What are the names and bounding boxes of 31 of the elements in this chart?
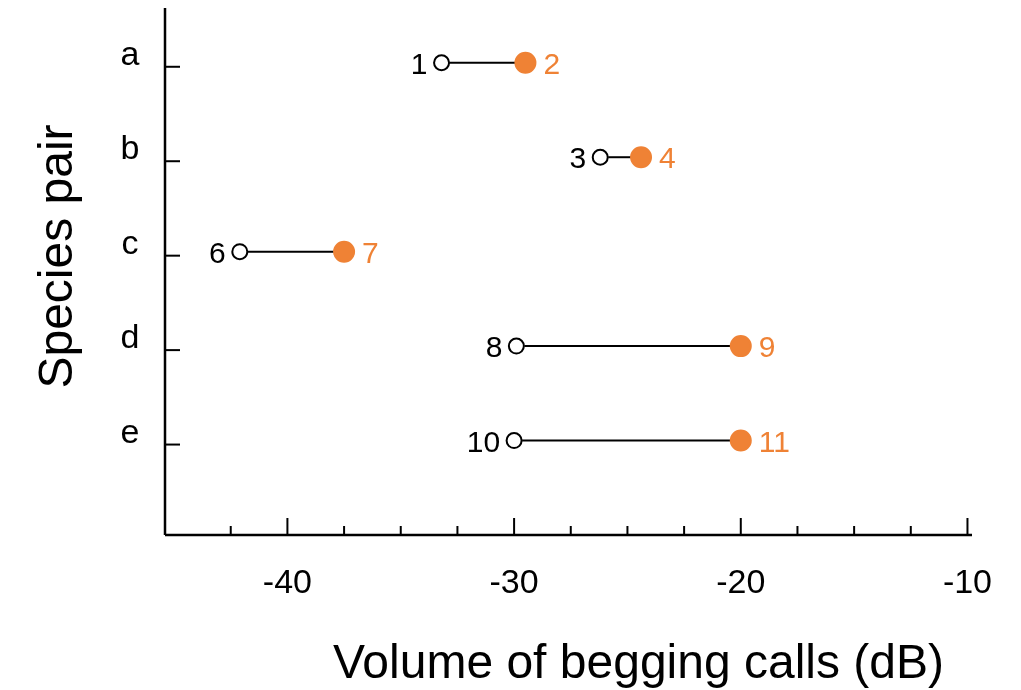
x-axis-title: Volume of begging calls (dB) bbox=[332, 635, 945, 688]
annotation: 4 bbox=[659, 141, 676, 175]
annotation: 9 bbox=[758, 330, 776, 364]
point bbox=[505, 432, 523, 450]
annotation: 7 bbox=[362, 235, 379, 269]
y-tick-label: a bbox=[120, 33, 140, 72]
x-tick-label: -10 bbox=[942, 562, 993, 600]
y-tick-label: e bbox=[120, 411, 140, 450]
annotation: 10 bbox=[466, 424, 501, 458]
annotation: 3 bbox=[569, 141, 587, 175]
annotation: 8 bbox=[485, 330, 503, 364]
point bbox=[729, 335, 752, 358]
y-tick-label: b bbox=[120, 128, 140, 167]
y-tick-label: c bbox=[121, 222, 139, 261]
point bbox=[729, 429, 752, 452]
point bbox=[630, 146, 653, 169]
point bbox=[591, 148, 609, 166]
y-axis-title: Species pair bbox=[29, 124, 82, 389]
x-tick-label: -40 bbox=[262, 562, 312, 600]
point bbox=[514, 51, 537, 74]
annotation: 2 bbox=[543, 46, 561, 80]
x-tick-label: -30 bbox=[489, 562, 539, 600]
annotation: 1 bbox=[410, 46, 428, 80]
annotation: 11 bbox=[758, 424, 790, 458]
point bbox=[333, 240, 356, 263]
x-tick-label: -20 bbox=[716, 562, 766, 600]
point bbox=[507, 337, 525, 355]
annotation: 6 bbox=[209, 235, 226, 269]
y-tick-label: d bbox=[120, 317, 140, 356]
point bbox=[433, 54, 451, 72]
point bbox=[231, 243, 249, 261]
